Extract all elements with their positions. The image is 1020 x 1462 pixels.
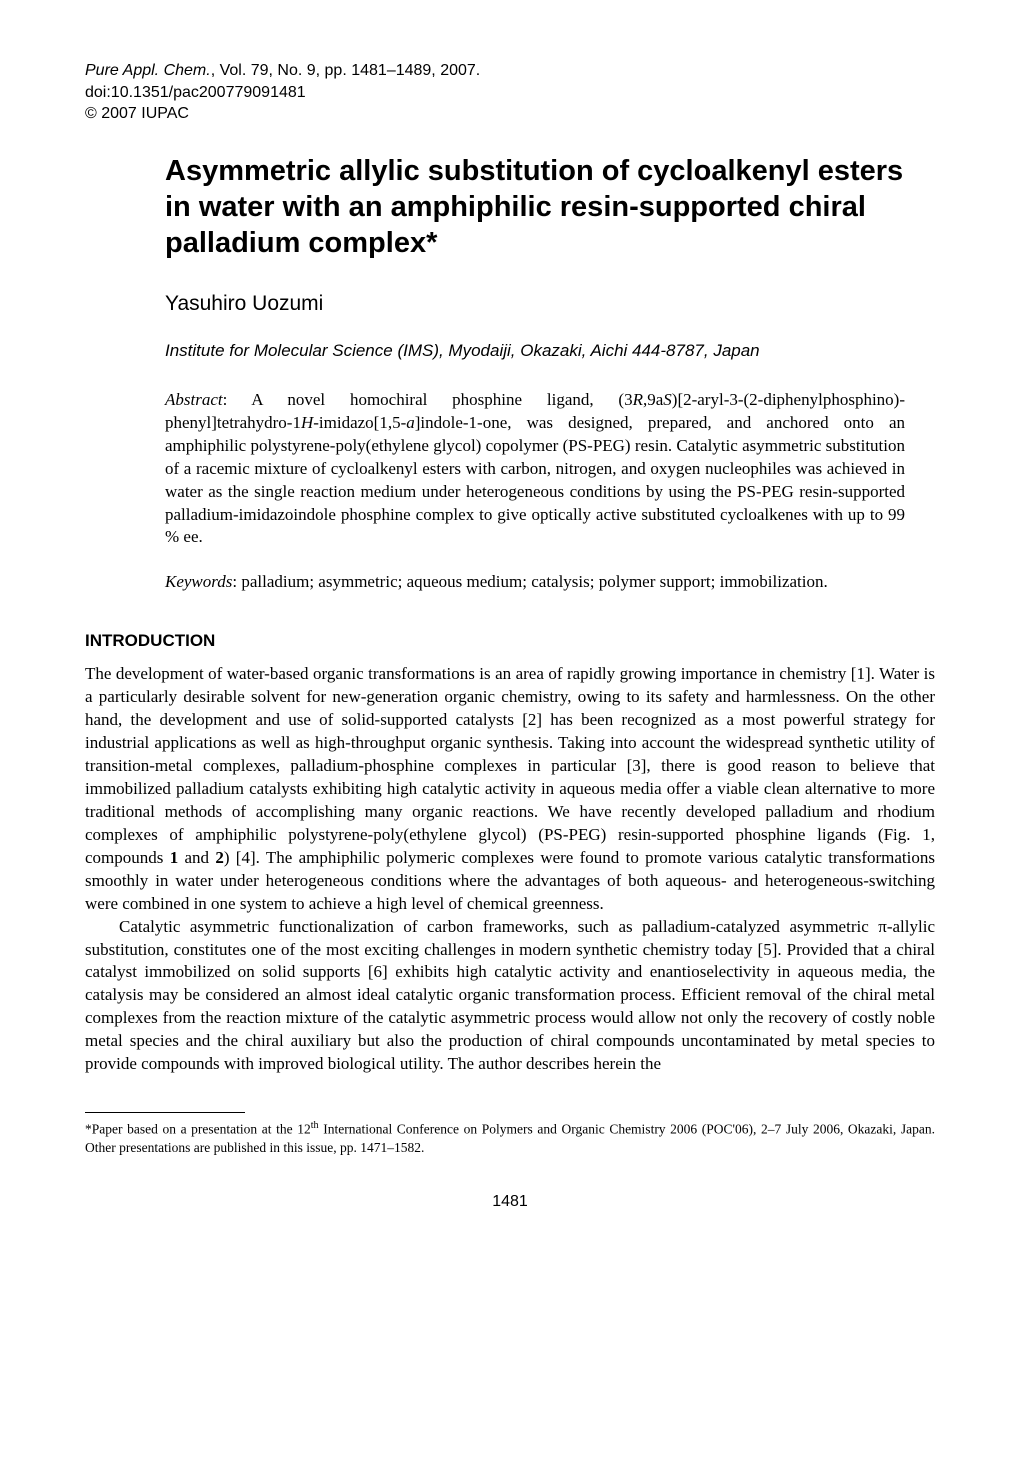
introduction-body: The development of water-based organic t… [85, 663, 935, 1076]
journal-line: Pure Appl. Chem., Vol. 79, No. 9, pp. 14… [85, 60, 935, 82]
journal-name: Pure Appl. Chem. [85, 62, 211, 79]
author-name: Yasuhiro Uozumi [85, 290, 935, 318]
intro-paragraph-2: Catalytic asymmetric functionalization o… [85, 916, 935, 1077]
copyright-line: © 2007 IUPAC [85, 103, 935, 125]
article-title: Asymmetric allylic substitution of cyclo… [85, 153, 935, 262]
keywords-label: Keywords [165, 572, 232, 591]
keywords-text: : palladium; asymmetric; aqueous medium;… [232, 572, 827, 591]
intro-paragraph-1: The development of water-based organic t… [85, 663, 935, 915]
journal-rest: , Vol. 79, No. 9, pp. 1481–1489, 2007. [211, 62, 481, 79]
abstract-text: : A novel homochiral phosphine ligand, (… [165, 390, 905, 547]
keywords-block: Keywords: palladium; asymmetric; aqueous… [85, 571, 935, 594]
footnote-text: *Paper based on a presentation at the 12… [85, 1119, 935, 1157]
page-number: 1481 [85, 1191, 935, 1213]
abstract-block: Abstract: A novel homochiral phosphine l… [85, 389, 935, 550]
header-meta: Pure Appl. Chem., Vol. 79, No. 9, pp. 14… [85, 60, 935, 125]
footnote-separator [85, 1112, 245, 1113]
section-heading-introduction: INTRODUCTION [85, 630, 935, 653]
doi-line: doi:10.1351/pac200779091481 [85, 82, 935, 104]
author-affiliation: Institute for Molecular Science (IMS), M… [85, 340, 935, 363]
abstract-label: Abstract [165, 390, 223, 409]
